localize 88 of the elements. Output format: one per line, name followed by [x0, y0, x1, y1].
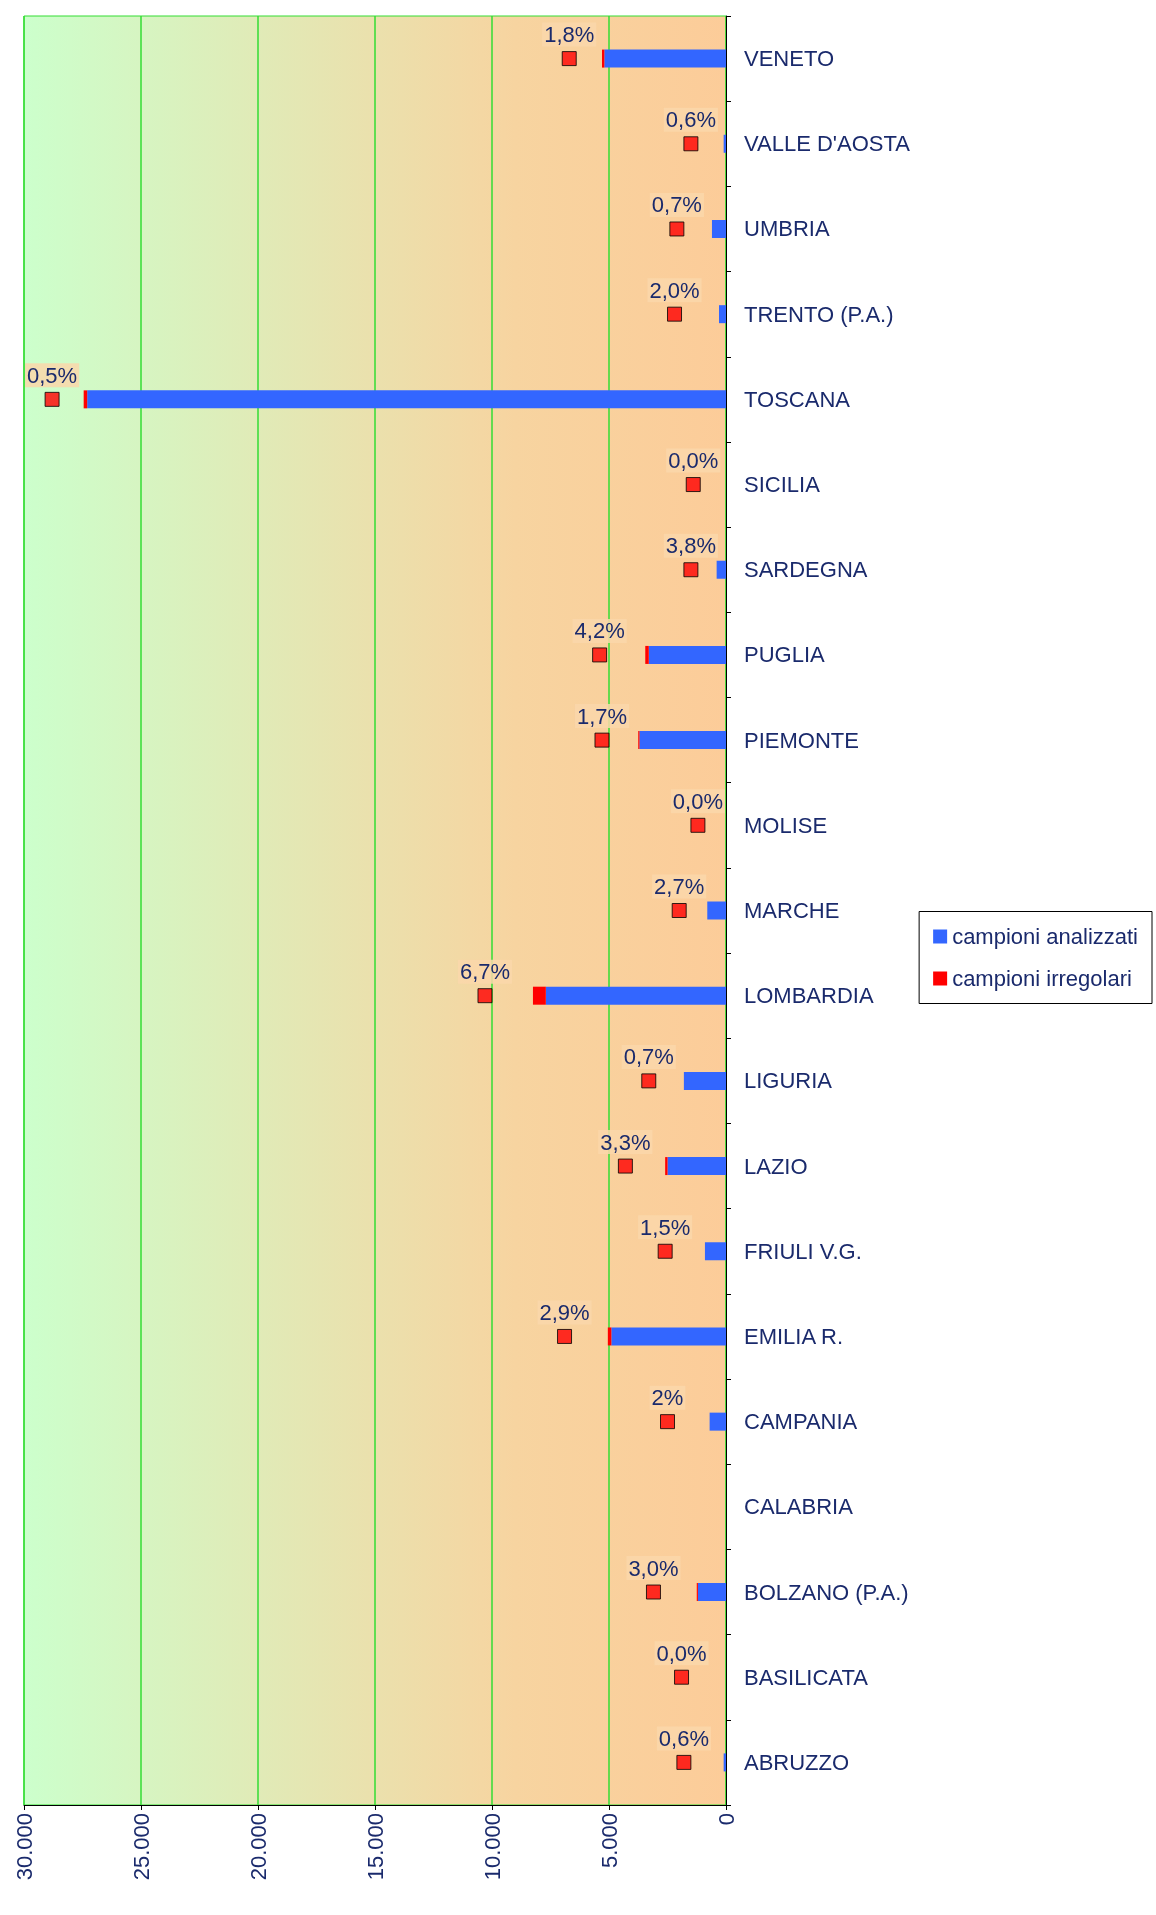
bar	[604, 49, 726, 68]
y-tick-label: VENETO	[744, 46, 835, 72]
bar	[718, 305, 726, 324]
annotation: 6,7%	[459, 959, 511, 985]
annotation: 3,8%	[665, 533, 716, 559]
y-tick-label: TRENTO (P.A.)	[744, 301, 894, 327]
y-tick-label: EMILIA R.	[744, 1323, 844, 1349]
y-tick-label: SARDEGNA	[744, 557, 868, 583]
annotation: 2%	[651, 1385, 684, 1411]
x-tick-label: 30.000	[11, 1813, 37, 1881]
bar	[667, 1157, 726, 1176]
bar	[683, 1071, 726, 1090]
point	[477, 988, 493, 1004]
x-tick-label: 0	[713, 1813, 739, 1826]
point	[657, 1243, 673, 1259]
y-tick-label: PUGLIA	[744, 642, 826, 668]
annotation: 4,2%	[574, 618, 625, 644]
y-tick-label: MARCHE	[744, 898, 840, 923]
point	[683, 136, 699, 152]
point	[674, 1669, 690, 1685]
y-tick-label: LAZIO	[744, 1153, 808, 1179]
bar	[87, 390, 726, 409]
y-tick-label: VALLE D'AOSTA	[744, 131, 911, 157]
bar	[707, 901, 726, 920]
bar	[639, 731, 726, 750]
point	[685, 477, 701, 493]
annotation: 0,7%	[651, 192, 702, 218]
annotation: 1,7%	[576, 703, 628, 729]
point	[690, 817, 706, 833]
point	[660, 1414, 675, 1430]
bar	[711, 219, 726, 238]
bar	[697, 1583, 726, 1602]
legend-label: campioni irregolari	[952, 966, 1132, 991]
point	[641, 1073, 657, 1089]
x-tick-label: 20.000	[245, 1813, 271, 1881]
annotation: 3,3%	[600, 1129, 651, 1155]
bar	[611, 1327, 726, 1346]
point	[594, 732, 610, 748]
annotation: 2,9%	[539, 1299, 590, 1325]
bar	[648, 645, 726, 664]
annotation: 0,6%	[658, 1725, 709, 1751]
point	[683, 562, 699, 578]
bar	[665, 1157, 668, 1176]
annotation: 0,5%	[27, 362, 78, 388]
bar	[532, 986, 546, 1005]
annotation: 0,7%	[623, 1044, 674, 1070]
point	[557, 1328, 573, 1344]
bar	[545, 986, 726, 1005]
point	[676, 1754, 692, 1770]
y-tick-label: LOMBARDIA	[744, 983, 874, 1009]
annotation: 3,0%	[628, 1555, 679, 1581]
bar	[709, 1412, 726, 1431]
point	[645, 1584, 661, 1600]
x-tick-label: 10.000	[479, 1813, 505, 1881]
point	[669, 221, 685, 237]
y-tick-label: LIGURIA	[744, 1068, 833, 1094]
y-tick-label: MOLISE	[744, 812, 828, 838]
x-tick-label: 25.000	[128, 1813, 154, 1881]
annotation: 0,0%	[668, 448, 719, 474]
annotation: 2,0%	[649, 277, 700, 303]
point	[617, 1158, 633, 1174]
y-tick-label: CALABRIA	[744, 1494, 854, 1520]
y-tick-label: BASILICATA	[744, 1664, 869, 1690]
point	[671, 903, 687, 918]
point	[667, 306, 683, 322]
legend-label: campioni analizzati	[952, 924, 1138, 949]
y-tick-label: BOLZANO (P.A.)	[744, 1579, 909, 1605]
bar	[645, 645, 649, 664]
y-tick-label: PIEMONTE	[744, 727, 859, 753]
y-tick-label: TOSCANA	[744, 386, 851, 412]
annotation: 2,7%	[654, 874, 705, 899]
annotation: 0,0%	[672, 788, 723, 814]
y-tick-label: FRIULI V.G.	[744, 1238, 862, 1264]
y-tick-label: ABRUZZO	[744, 1749, 850, 1775]
annotation: 0,0%	[656, 1640, 707, 1666]
annotation: 1,5%	[640, 1214, 691, 1240]
point	[592, 647, 608, 663]
bar	[704, 1242, 726, 1261]
bar	[716, 560, 726, 579]
y-tick-label: UMBRIA	[744, 216, 830, 242]
point	[44, 391, 60, 407]
y-tick-label: SICILIA	[744, 472, 821, 498]
annotation: 0,6%	[665, 107, 716, 133]
point	[561, 51, 577, 67]
y-tick-label: CAMPANIA	[744, 1409, 858, 1435]
annotation: 1,8%	[544, 22, 595, 48]
x-tick-label: 15.000	[362, 1813, 388, 1881]
x-tick-label: 5.000	[596, 1813, 622, 1869]
